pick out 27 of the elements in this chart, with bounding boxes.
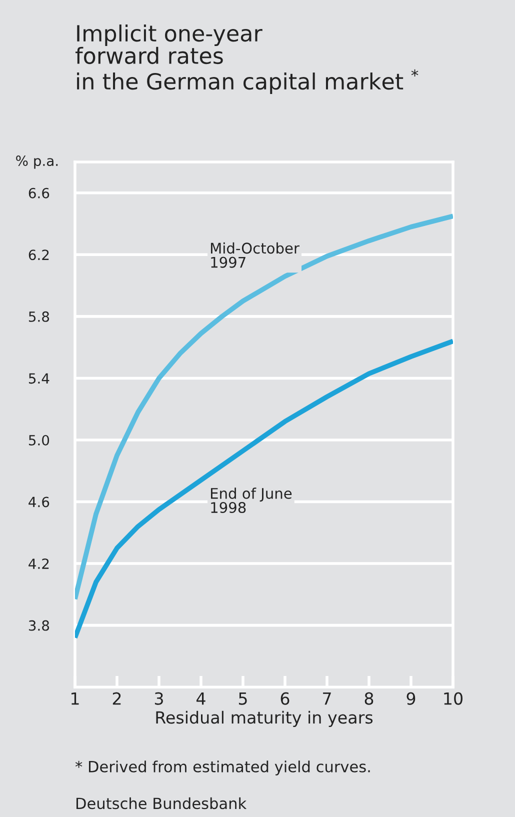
line-series bbox=[74, 214, 453, 602]
y-tick-label: 4.6 bbox=[28, 496, 50, 508]
x-tick-label: 5 bbox=[238, 692, 247, 705]
x-tick-label: 2 bbox=[112, 692, 121, 705]
x-tick-label: 7 bbox=[323, 692, 331, 705]
y-tick-label: 6.2 bbox=[28, 250, 49, 260]
text: Deutsche Bundesbank bbox=[76, 797, 247, 810]
series-label: Mid-October 1997 bbox=[210, 242, 300, 268]
series-label: End of June 1998 bbox=[210, 488, 292, 514]
chart-title: Implicit one-year forward rates in the German capital market $^{*}$ bbox=[75, 24, 418, 94]
y-tick-label: 5.8 bbox=[28, 311, 50, 322]
y-tick-label: 5.0 bbox=[28, 434, 50, 446]
x-tick-label: 6 bbox=[280, 692, 290, 705]
x-tick-label: 8 bbox=[364, 692, 374, 705]
x-tick-label: 1 bbox=[72, 692, 79, 705]
y-tick-label: 4.2 bbox=[28, 558, 49, 569]
x-tick-label: 3 bbox=[154, 692, 163, 705]
y-tick-label: 5.4 bbox=[28, 373, 50, 384]
x-tick-label: 4 bbox=[196, 692, 206, 705]
line-series bbox=[74, 338, 453, 640]
x-tick-label: 9 bbox=[406, 692, 416, 705]
y-tick-label: 3.8 bbox=[28, 620, 50, 631]
x-tick-label: 10 bbox=[444, 692, 462, 705]
y-tick-label: 6.6 bbox=[28, 188, 50, 198]
x-axis-title: Residual maturity in years bbox=[156, 710, 373, 727]
text: * Derived from estimated yield curves. bbox=[75, 760, 370, 776]
y-axis-title: % p.a. bbox=[16, 156, 58, 169]
